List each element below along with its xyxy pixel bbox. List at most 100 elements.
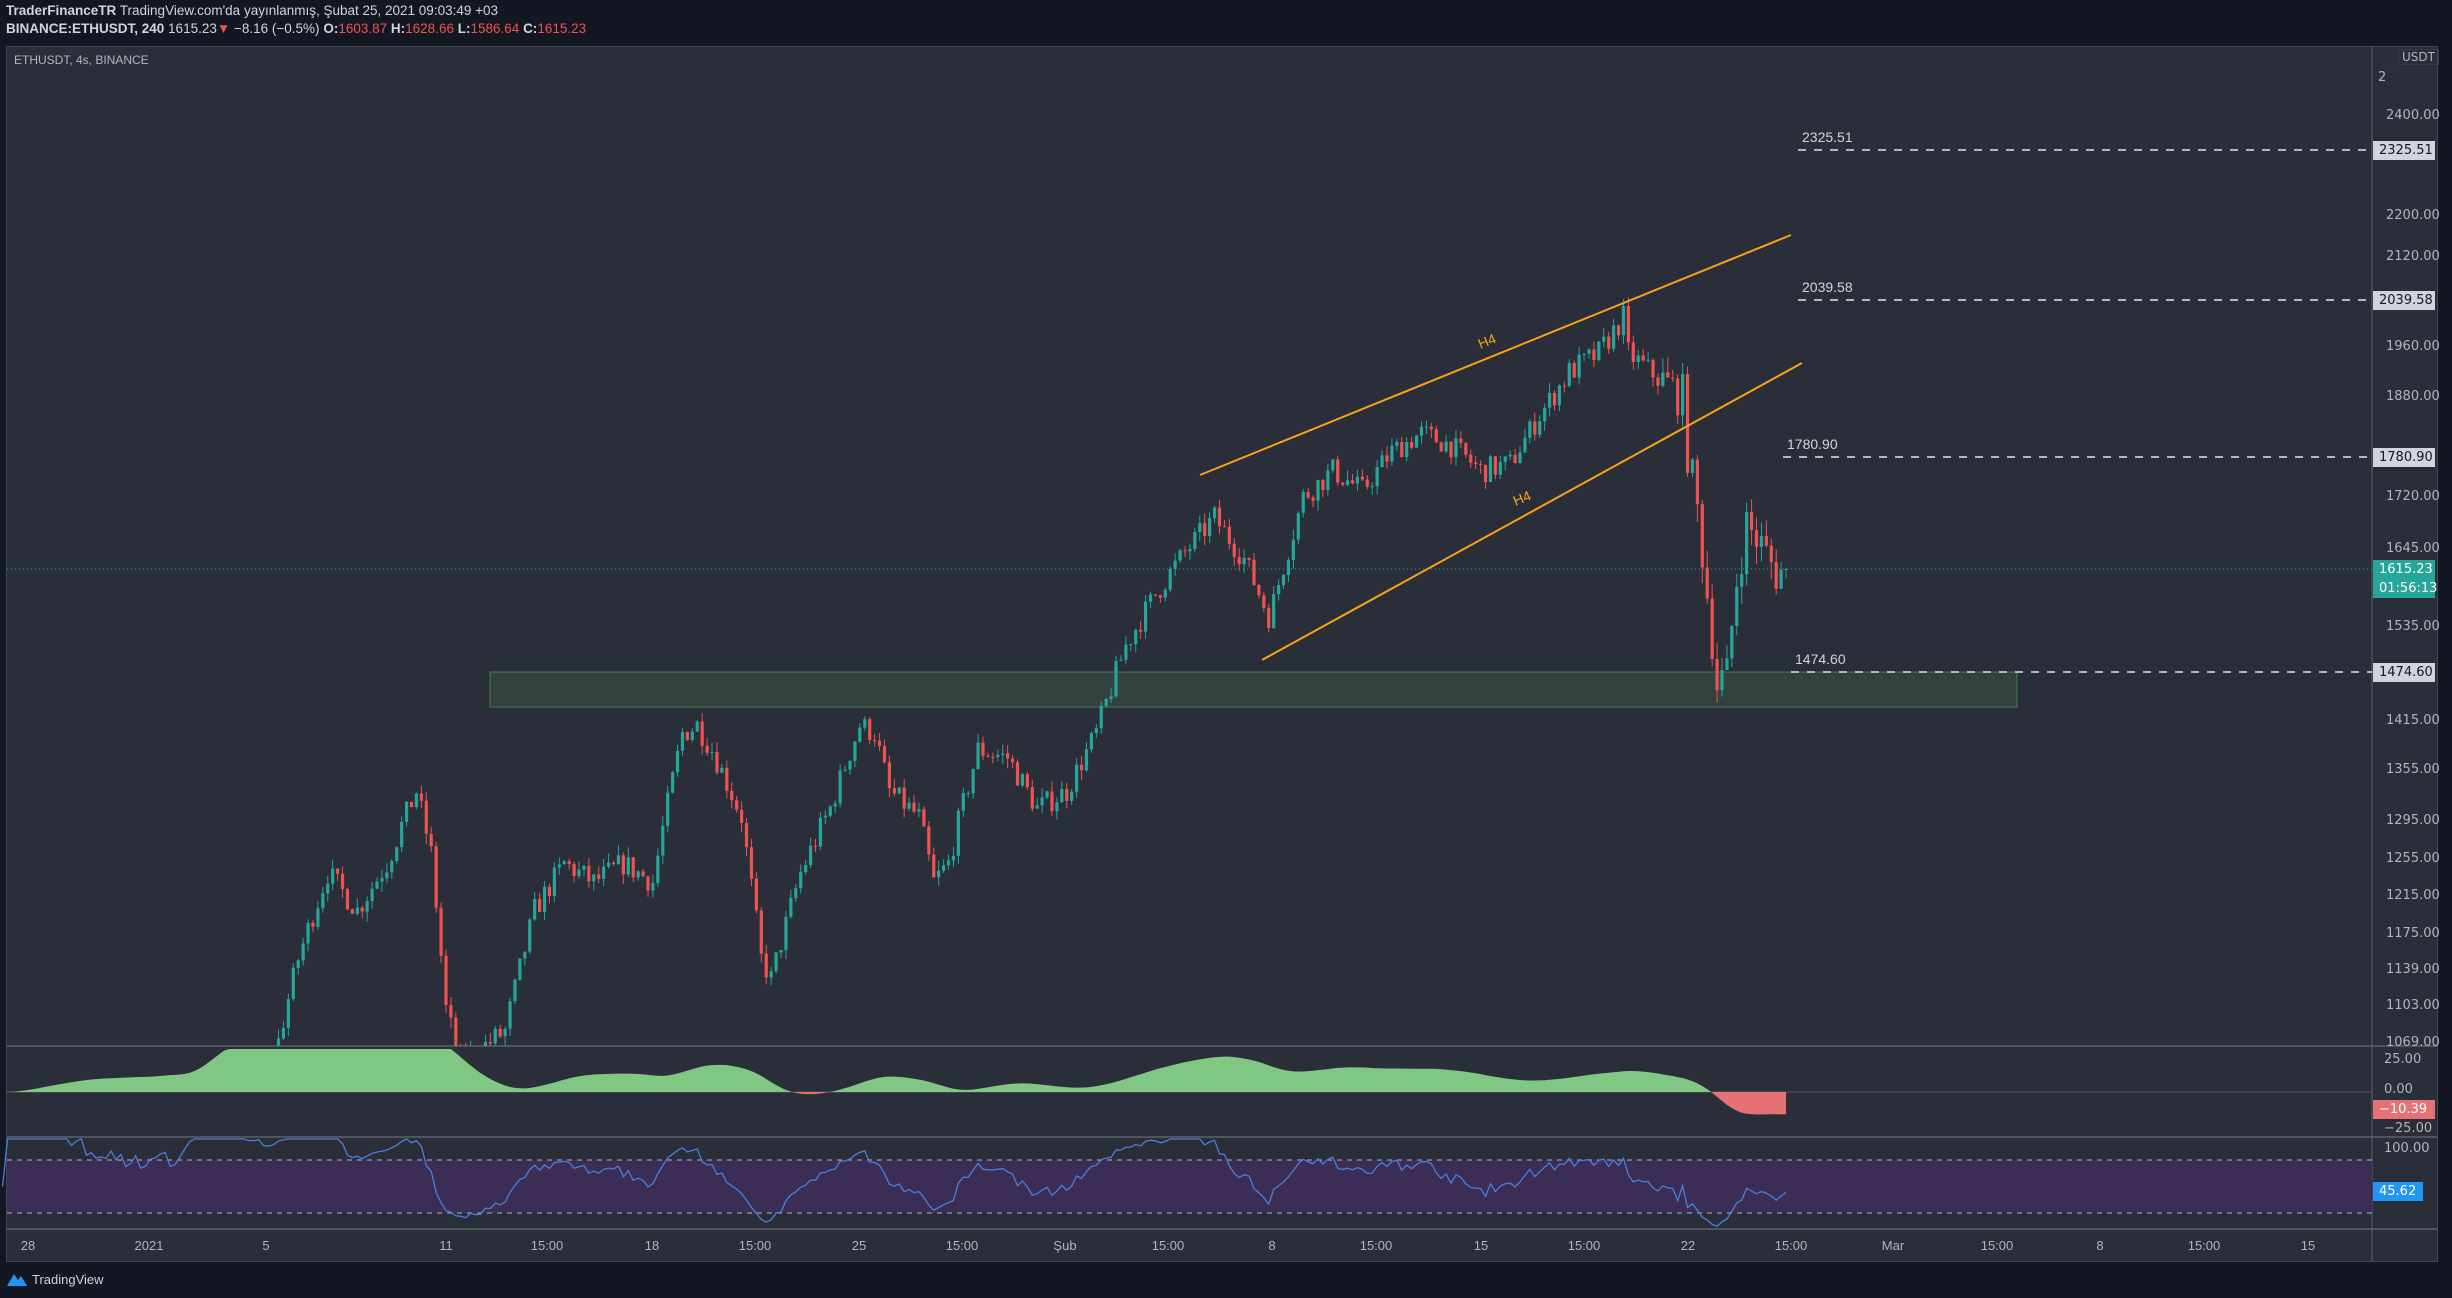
candle xyxy=(1079,755,1084,781)
candle xyxy=(1597,341,1601,362)
candle xyxy=(1050,781,1054,816)
candle xyxy=(725,760,729,799)
candle xyxy=(917,802,921,818)
candle xyxy=(1365,474,1369,490)
candle xyxy=(336,868,340,882)
candle xyxy=(1301,489,1305,518)
candle xyxy=(1355,469,1360,491)
candle xyxy=(1779,561,1783,590)
candle xyxy=(1730,625,1734,668)
time-tick-label: 15:00 xyxy=(530,1238,564,1253)
candle xyxy=(1227,519,1231,550)
horizontal-levels xyxy=(1783,149,2372,673)
time-tick-label: 15:00 xyxy=(1151,1238,1185,1253)
candle xyxy=(1173,553,1177,576)
candle xyxy=(1759,522,1764,562)
candle xyxy=(567,858,571,870)
channel-upper-line[interactable] xyxy=(1199,234,1792,476)
candle xyxy=(385,863,389,884)
candle xyxy=(404,801,409,827)
candle xyxy=(1749,499,1754,546)
price-tick-label: 1960.00 xyxy=(2386,339,2440,354)
time-tick-label: 22 xyxy=(1680,1238,1696,1253)
currency-button[interactable]: USDT xyxy=(2398,49,2439,65)
candle xyxy=(1143,595,1148,639)
candle xyxy=(1336,455,1340,486)
candle xyxy=(1183,546,1187,557)
candle xyxy=(897,787,901,795)
candle xyxy=(1385,446,1389,469)
oscillator-positive-area xyxy=(7,1049,1787,1092)
candle xyxy=(375,877,379,890)
candle xyxy=(572,861,576,883)
candle xyxy=(1281,573,1286,590)
candle xyxy=(641,869,645,877)
candle xyxy=(971,768,975,799)
author-name[interactable]: TraderFinanceTR xyxy=(6,3,117,18)
candle xyxy=(675,744,680,777)
candle xyxy=(552,862,556,903)
level-text: 1474.60 xyxy=(1795,651,1846,667)
candle xyxy=(1075,758,1079,799)
candle xyxy=(986,752,990,758)
candle xyxy=(1153,594,1158,597)
candle xyxy=(981,736,985,760)
candle xyxy=(1567,359,1571,388)
candle xyxy=(1178,548,1182,564)
candle xyxy=(1410,437,1414,450)
candle xyxy=(769,966,773,986)
candle xyxy=(360,905,364,919)
candle xyxy=(1099,701,1103,734)
candle xyxy=(636,869,640,881)
time-tick-label: Mar xyxy=(1881,1238,1905,1253)
candle xyxy=(321,886,325,913)
candle xyxy=(1700,499,1704,584)
chart-legend[interactable]: ETHUSDT, 4s, BINANCE xyxy=(14,53,149,67)
time-tick-label: 5 xyxy=(262,1238,270,1253)
bar-countdown: 01:56:13 xyxy=(2373,579,2437,598)
candle xyxy=(1705,550,1709,604)
candle xyxy=(498,1024,502,1039)
candle xyxy=(345,887,350,911)
candle xyxy=(631,856,635,883)
candle xyxy=(1286,557,1291,582)
tradingview-logo[interactable]: TradingView xyxy=(6,1271,104,1287)
osc-tick-label: 0.00 xyxy=(2384,1082,2413,1097)
candle xyxy=(1148,591,1153,609)
candle xyxy=(1483,464,1488,489)
candle xyxy=(1621,299,1626,344)
candle xyxy=(774,951,778,974)
rsi-value-tag: 45.62 xyxy=(2373,1182,2423,1201)
time-tick-label: 15:00 xyxy=(1359,1238,1393,1253)
candle xyxy=(1070,788,1074,805)
candle xyxy=(759,907,763,963)
candle xyxy=(582,865,586,877)
price-tick-label: 1880.00 xyxy=(2386,389,2440,404)
candle xyxy=(887,755,891,798)
level-price-tag: 2325.51 xyxy=(2373,141,2435,160)
candle xyxy=(1710,584,1714,667)
candle xyxy=(587,857,591,889)
candle xyxy=(1582,353,1586,362)
candle xyxy=(1109,687,1113,703)
candle xyxy=(754,872,758,914)
candle xyxy=(508,997,512,1036)
candle xyxy=(1272,585,1276,629)
candle xyxy=(976,734,980,770)
close-label: C: xyxy=(523,21,538,36)
candle xyxy=(1055,797,1059,820)
tradingview-logo-icon xyxy=(7,1274,27,1286)
candle xyxy=(927,820,931,861)
candle xyxy=(1341,482,1345,487)
support-zone[interactable] xyxy=(489,671,2018,708)
candle xyxy=(513,978,517,1005)
candle xyxy=(1449,441,1453,465)
time-tick-label: 15:00 xyxy=(945,1238,979,1253)
candle xyxy=(877,733,882,751)
candle xyxy=(1547,383,1552,417)
candle xyxy=(414,792,419,810)
candlestick-series xyxy=(238,297,1788,1046)
osc-tick-label: 25.00 xyxy=(2384,1052,2422,1067)
channel-lower-line[interactable] xyxy=(1261,362,1803,661)
